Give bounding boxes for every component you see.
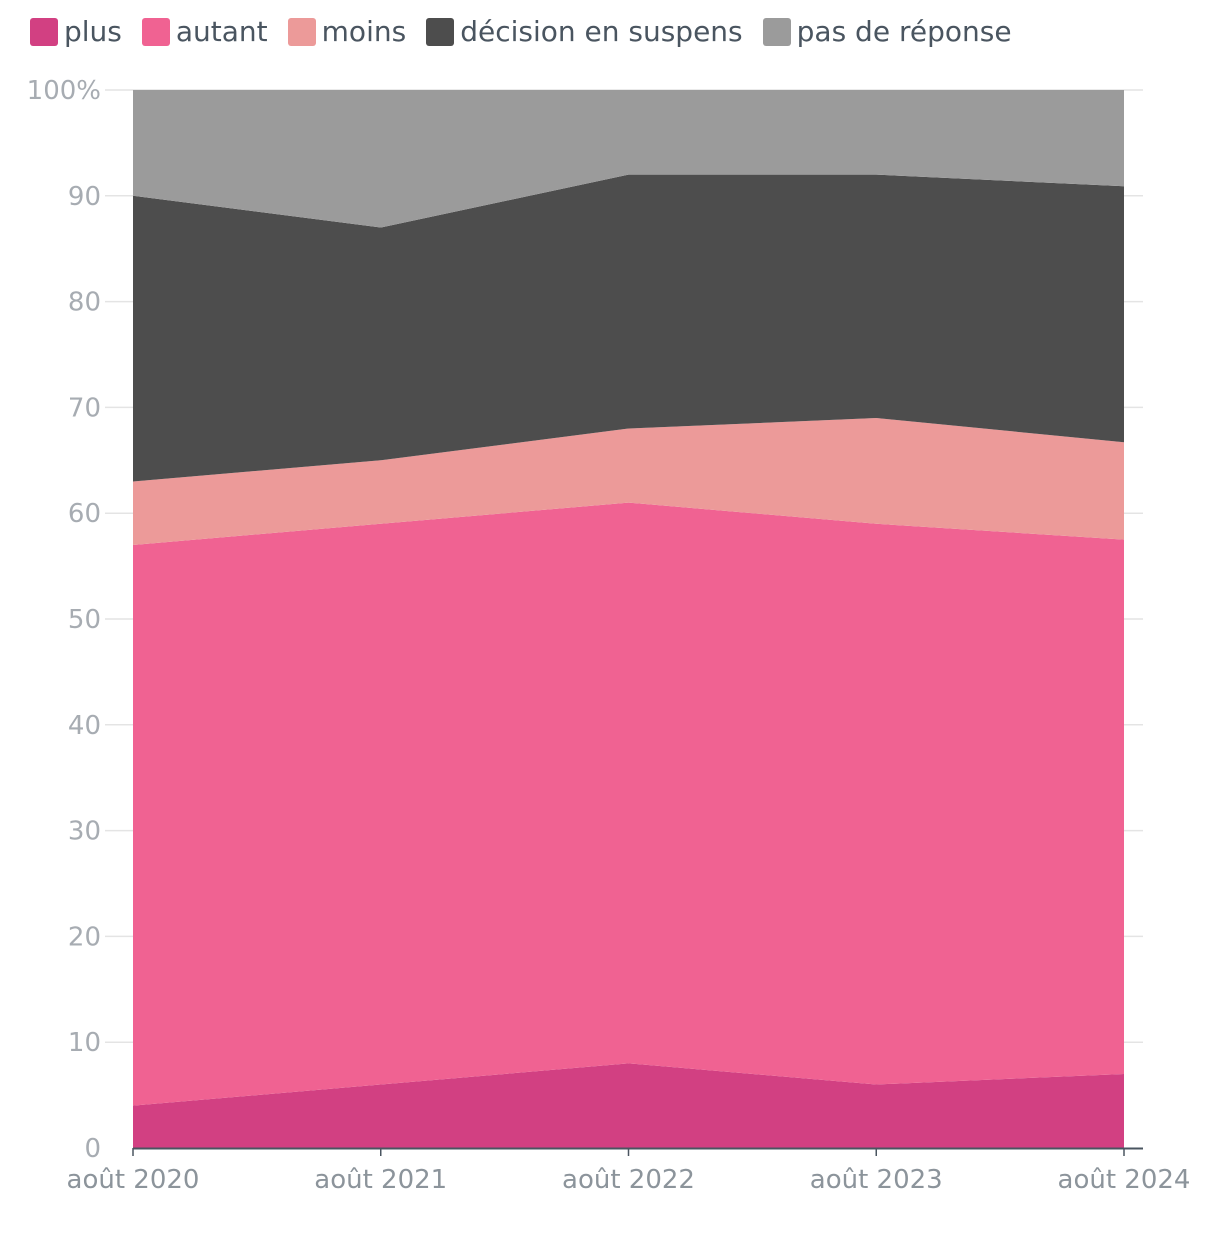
x-tick-label: août 2023 bbox=[810, 1165, 943, 1195]
legend-label-moins: moins bbox=[321, 15, 407, 48]
area-moins bbox=[133, 417, 1124, 545]
y-tick-label: 100% bbox=[27, 76, 101, 106]
y-tick-label: 50 bbox=[68, 605, 101, 635]
area-series bbox=[133, 90, 1124, 1148]
area-pas-de-reponse bbox=[133, 90, 1124, 228]
y-tick-label: 70 bbox=[68, 393, 101, 423]
legend-label-pas-de-reponse: pas de réponse bbox=[796, 15, 1012, 48]
area-autant bbox=[133, 502, 1124, 1106]
y-tick-label: 60 bbox=[68, 499, 101, 529]
y-tick-label: 30 bbox=[68, 817, 101, 847]
y-tick-label: 40 bbox=[68, 711, 101, 741]
legend-swatch-autant bbox=[141, 18, 170, 46]
legend: plus autant moins décision en suspens pa… bbox=[30, 10, 1032, 54]
axes: 0 10 20 30 40 50 60 70 80 90 100% août 2020 août 202… bbox=[27, 76, 1191, 1195]
legend-item-autant: autant bbox=[141, 10, 268, 54]
legend-swatch-moins bbox=[287, 18, 316, 46]
x-tick-label: août 2021 bbox=[314, 1165, 447, 1195]
legend-label-autant: autant bbox=[175, 15, 268, 48]
legend-item-pas-de-reponse: pas de réponse bbox=[762, 10, 1012, 54]
y-tick-label: 90 bbox=[68, 182, 101, 212]
x-tick-label: août 2022 bbox=[562, 1165, 695, 1195]
legend-swatch-plus bbox=[30, 18, 58, 46]
x-tick-label: août 2020 bbox=[67, 1165, 200, 1195]
legend-label-decision-en-suspens: décision en suspens bbox=[460, 15, 743, 48]
y-tick-label: 10 bbox=[68, 1028, 101, 1058]
y-tick-label: 80 bbox=[68, 288, 101, 318]
legend-label-plus: plus bbox=[64, 15, 122, 48]
y-tick-label: 20 bbox=[68, 922, 101, 952]
x-tick-label: août 2024 bbox=[1058, 1165, 1191, 1195]
y-tick-label: 0 bbox=[84, 1134, 101, 1164]
legend-swatch-decision-en-suspens bbox=[426, 18, 455, 46]
area-decision-en-suspens bbox=[133, 174, 1124, 482]
legend-swatch-pas-de-reponse bbox=[762, 18, 791, 46]
legend-item-plus: plus bbox=[30, 10, 122, 54]
legend-item-moins: moins bbox=[287, 10, 407, 54]
legend-item-decision-en-suspens: décision en suspens bbox=[426, 10, 743, 54]
